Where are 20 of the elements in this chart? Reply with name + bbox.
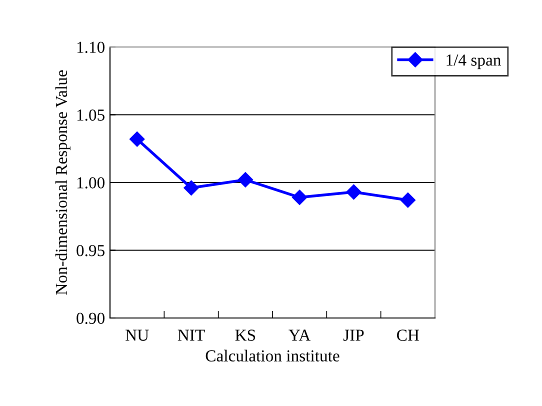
point (184, 180, 199, 196)
point (346, 184, 362, 200)
x-tick-label: JIP (343, 330, 364, 341)
y-axis-title: Non-dimensional Response Value (55, 70, 70, 295)
y-tick-label: 1.10 (77, 42, 105, 54)
y-tick-label: 1.05 (77, 109, 104, 121)
y-tick-label: 0.95 (76, 244, 104, 256)
point (292, 190, 308, 205)
x-axis-title: Calculation institute (206, 350, 340, 362)
x-tick-label: NU (126, 330, 149, 341)
point (400, 192, 416, 208)
point (238, 172, 253, 188)
y-tick-label: 1.00 (77, 177, 105, 189)
x-tick-label: CH (397, 330, 420, 341)
x-tick-label: YA (288, 330, 311, 341)
legend-label: 1/4 span (446, 54, 501, 70)
y-tick-label: 0.90 (76, 312, 105, 324)
x-tick-label: KS (235, 330, 256, 341)
point (130, 132, 145, 147)
x-tick-label: NIT (178, 330, 205, 341)
